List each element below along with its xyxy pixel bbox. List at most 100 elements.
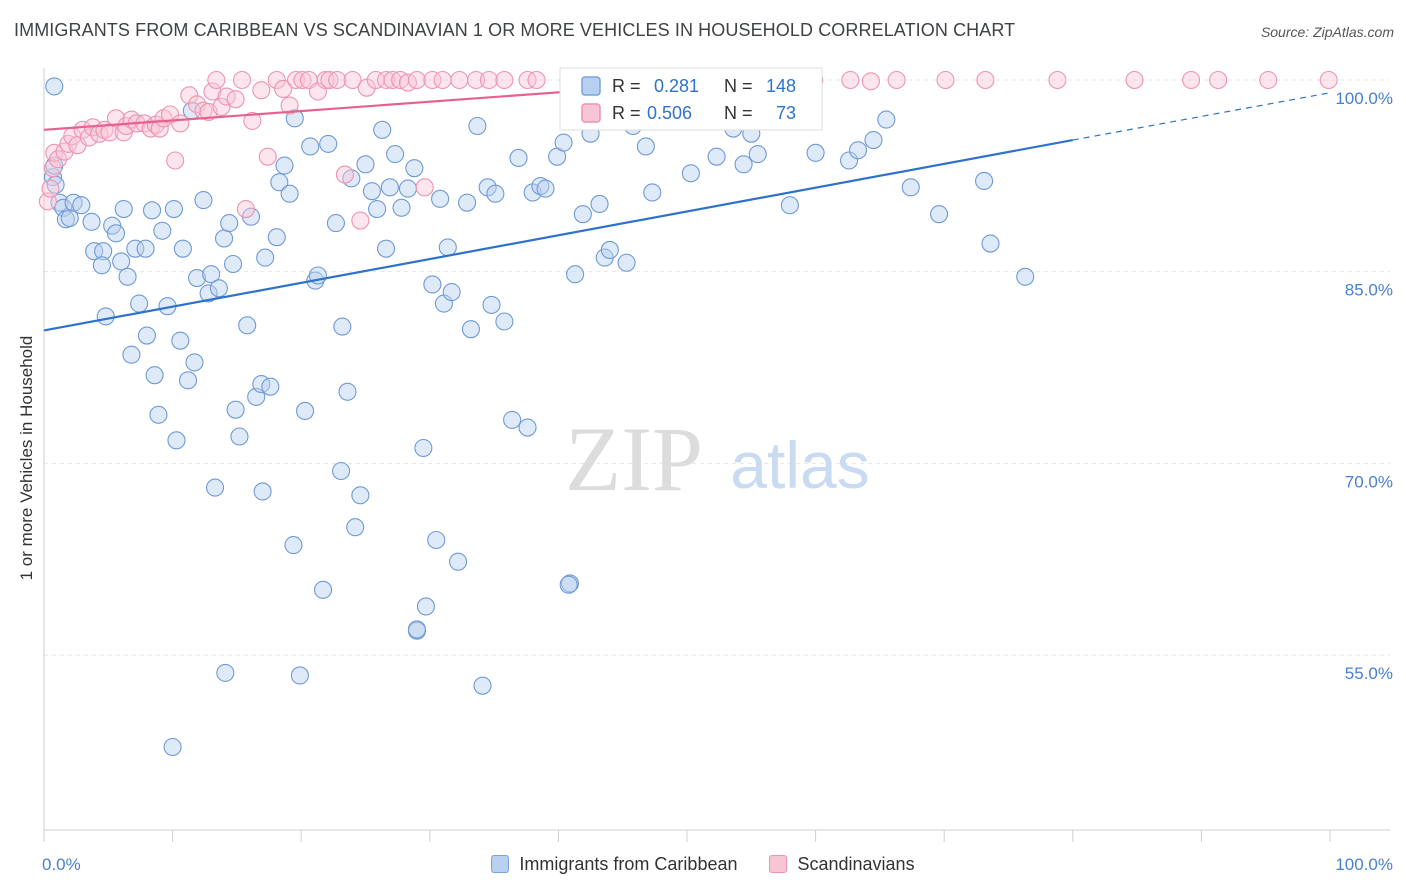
legend-item-caribbean[interactable]: Immigrants from Caribbean [491, 854, 737, 875]
data-point-caribbean [373, 120, 392, 139]
axes [43, 68, 1390, 842]
x-tick-label: 0.0% [42, 855, 81, 874]
trend-line-scandinavians [43, 86, 623, 131]
data-point-caribbean [864, 131, 883, 150]
data-point-scandinavians [287, 70, 306, 90]
data-point-scandinavians [841, 70, 860, 90]
data-point-caribbean [468, 116, 487, 136]
data-point-caribbean [216, 663, 235, 682]
data-point-caribbean [126, 239, 145, 258]
y-tick-label: 55.0% [1345, 664, 1393, 683]
data-point-caribbean [205, 478, 225, 497]
data-point-caribbean [280, 184, 299, 203]
data-point-scandinavians [527, 70, 546, 90]
data-point-scandinavians [479, 70, 499, 90]
data-point-caribbean [94, 242, 113, 261]
data-point-scandinavians [236, 200, 255, 219]
data-point-scandinavians [1319, 70, 1338, 90]
data-point-caribbean [362, 182, 381, 201]
data-point-caribbean [423, 275, 442, 294]
data-point-caribbean [114, 200, 133, 219]
data-point-caribbean [617, 253, 636, 272]
data-point-caribbean [253, 482, 272, 501]
data-point-caribbean [214, 229, 234, 248]
data-point-caribbean [256, 248, 275, 267]
x-tick-labels: 0.0% 100.0% [42, 855, 1393, 874]
data-point-scandinavians [207, 70, 226, 90]
legend-n-label-pink: N = [724, 103, 753, 123]
data-point-caribbean [118, 267, 137, 286]
legend-item-scandinavians[interactable]: Scandinavians [769, 854, 915, 875]
data-point-caribbean [145, 366, 164, 385]
data-point-caribbean [734, 155, 753, 174]
data-point-caribbean [261, 377, 280, 396]
data-point-scandinavians [41, 179, 60, 198]
data-point-caribbean [187, 269, 207, 288]
data-point-caribbean [780, 196, 799, 215]
legend-n-value-blue: 148 [766, 76, 796, 96]
data-point-caribbean [414, 438, 433, 458]
data-point-scandinavians [280, 96, 299, 115]
data-point-scandinavians [150, 119, 169, 138]
data-point-caribbean [707, 147, 726, 166]
data-point-scandinavians [79, 128, 99, 147]
data-point-caribbean [839, 151, 859, 170]
data-point-caribbean [536, 179, 555, 198]
trend-lines [43, 86, 1331, 332]
watermark-zip: ZIP [565, 408, 703, 510]
data-point-caribbean [380, 178, 399, 197]
data-point-scandinavians [160, 105, 180, 124]
data-point-scandinavians [252, 81, 271, 100]
data-point-scandinavians [861, 72, 880, 91]
data-point-scandinavians [258, 147, 277, 166]
watermark: ZIP atlas [565, 408, 870, 510]
data-point-caribbean [171, 331, 190, 350]
data-point-caribbean [54, 198, 73, 217]
data-point-caribbean [877, 110, 896, 129]
data-point-caribbean [531, 177, 550, 196]
data-point-scandinavians [49, 150, 68, 169]
x-tick-label: 100.0% [1335, 855, 1393, 874]
data-point-caribbean [142, 201, 162, 220]
series-legend: Immigrants from Caribbean Scandinavians [0, 850, 1406, 878]
data-point-caribbean [149, 405, 168, 424]
data-point-caribbean [495, 312, 514, 331]
data-point-caribbean [275, 156, 294, 175]
data-point-caribbean [486, 184, 505, 203]
data-point-caribbean [368, 200, 387, 219]
data-point-caribbean [296, 401, 315, 420]
data-point-caribbean [136, 239, 155, 258]
data-point-scandinavians [351, 211, 370, 230]
data-point-caribbean [301, 137, 320, 156]
data-point-caribbean [975, 171, 994, 190]
data-point-caribbean [238, 316, 257, 335]
watermark-atlas: atlas [730, 428, 869, 502]
data-point-caribbean [209, 279, 228, 298]
y-tick-label: 100.0% [1335, 89, 1393, 108]
data-point-caribbean [554, 133, 573, 152]
data-point-caribbean [194, 191, 213, 210]
data-point-scandinavians [887, 70, 906, 90]
data-point-caribbean [392, 198, 411, 217]
legend-swatch-caribbean [491, 855, 510, 873]
data-point-scandinavians [495, 70, 514, 90]
data-point-caribbean [356, 155, 375, 174]
data-point-caribbean [848, 141, 868, 160]
data-point-caribbean [386, 145, 405, 164]
data-point-caribbean [566, 265, 585, 284]
data-point-caribbean [290, 666, 309, 685]
data-point-caribbean [202, 265, 221, 284]
data-point-caribbean [82, 212, 101, 231]
legend-n-value-pink: 73 [776, 103, 796, 123]
data-point-caribbean [981, 234, 1000, 253]
data-point-scandinavians [43, 159, 63, 178]
data-point-caribbean [112, 252, 131, 271]
data-point-caribbean [326, 214, 345, 233]
data-point-scandinavians [73, 120, 92, 139]
series-caribbean [43, 77, 1035, 757]
legend-swatch-pink [581, 103, 601, 123]
data-point-caribbean [284, 536, 303, 555]
data-point-caribbean [405, 159, 424, 178]
data-point-scandinavians [274, 79, 293, 98]
